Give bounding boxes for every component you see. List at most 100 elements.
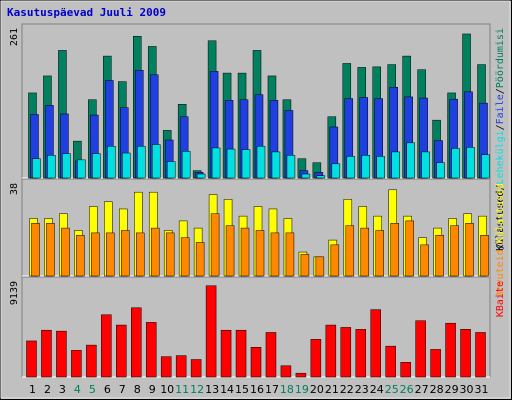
- x-tick-label: 30: [460, 383, 474, 396]
- panel-legend: KBaite: [495, 281, 506, 317]
- x-tick-label: 20: [310, 383, 324, 396]
- bar: [285, 232, 295, 277]
- bar: [205, 285, 217, 378]
- legend-entry: Arvuteid: [495, 249, 506, 297]
- bar: [265, 332, 277, 378]
- panel-legend: Arvuteid/Külastused: [495, 183, 506, 297]
- bar: [76, 235, 85, 277]
- bar: [445, 322, 456, 378]
- bar: [26, 340, 37, 378]
- bar: [47, 155, 56, 179]
- x-tick-label: 12: [190, 383, 204, 396]
- legend-entry: Faile: [495, 94, 506, 124]
- bar: [137, 145, 146, 179]
- bar: [32, 158, 41, 179]
- bar: [345, 225, 355, 277]
- bar: [226, 148, 236, 179]
- x-tick-label: 10: [160, 383, 174, 396]
- legend-entry: KBaite: [495, 281, 506, 317]
- bar: [196, 173, 206, 179]
- legend-separator: /: [495, 243, 506, 249]
- panel-max-label: 261: [9, 28, 20, 46]
- legend-entry: Pöördumisi: [495, 28, 506, 88]
- x-tick-label: 22: [340, 383, 354, 396]
- bar: [375, 230, 384, 277]
- bar: [255, 230, 265, 277]
- bar: [301, 173, 311, 179]
- bar: [270, 232, 280, 277]
- bar: [91, 232, 100, 277]
- bar: [62, 153, 71, 179]
- bar: [131, 307, 142, 378]
- bar: [390, 223, 399, 277]
- x-tick-label: 19: [295, 383, 309, 396]
- bar: [145, 322, 157, 378]
- bar: [346, 156, 356, 179]
- bar: [475, 332, 486, 378]
- legend-separator: /: [495, 88, 506, 94]
- bar: [175, 355, 187, 378]
- bar: [211, 147, 221, 179]
- x-tick-label: 15: [235, 383, 249, 396]
- bar: [271, 151, 281, 179]
- bar: [101, 314, 112, 378]
- bar: [31, 223, 40, 277]
- bar: [451, 148, 460, 179]
- bar: [460, 329, 471, 378]
- x-tick-label: 26: [400, 383, 414, 396]
- bar: [250, 347, 262, 378]
- x-tick-label: 14: [220, 383, 234, 396]
- x-tick-label: 31: [475, 383, 489, 396]
- bar: [436, 162, 445, 179]
- bar: [286, 155, 296, 179]
- bar: [310, 339, 322, 378]
- bar: [391, 151, 400, 179]
- x-tick-label: 7: [119, 383, 126, 396]
- legend-entry: Külastused: [495, 183, 506, 243]
- x-tick-label: 13: [205, 383, 219, 396]
- bar: [71, 350, 82, 378]
- bar: [315, 256, 325, 277]
- bar: [225, 225, 235, 277]
- x-tick-label: 29: [445, 383, 459, 396]
- bar: [122, 152, 131, 179]
- bar: [385, 345, 396, 378]
- bar: [430, 349, 441, 378]
- x-tick-label: 23: [355, 383, 369, 396]
- bar: [400, 362, 411, 378]
- x-tick-label: 4: [74, 383, 81, 396]
- bar: [415, 320, 426, 378]
- bar: [280, 365, 292, 378]
- bar: [195, 242, 205, 277]
- x-tick-label: 18: [280, 383, 294, 396]
- x-tick-label: 24: [370, 383, 384, 396]
- bar: [121, 230, 130, 277]
- bar: [180, 237, 190, 277]
- bar: [240, 227, 250, 277]
- x-tick-label: 1: [29, 383, 36, 396]
- bar: [340, 327, 352, 378]
- bar: [116, 324, 127, 378]
- bar: [370, 309, 381, 378]
- x-tick-label: 21: [325, 383, 339, 396]
- legend-separator: /: [495, 124, 506, 130]
- bar: [450, 225, 459, 277]
- panel-max-label: 38: [9, 183, 20, 195]
- legend-entry: Külastused: [495, 191, 506, 251]
- bar: [406, 142, 415, 179]
- bar: [181, 151, 191, 179]
- bar: [330, 244, 340, 277]
- x-tick-label: 8: [134, 383, 141, 396]
- x-tick-label: 9: [149, 383, 156, 396]
- bar: [92, 153, 101, 179]
- bar: [165, 232, 175, 277]
- legend-entry: Lehekülgi: [495, 130, 506, 184]
- bar: [107, 145, 116, 179]
- chart-title: Kasutuspäevad Juuli 2009: [7, 6, 166, 19]
- x-tick-label: 11: [175, 383, 189, 396]
- bar: [190, 359, 202, 378]
- bar: [481, 154, 490, 179]
- bar: [465, 223, 474, 277]
- x-tick-label: 25: [385, 383, 399, 396]
